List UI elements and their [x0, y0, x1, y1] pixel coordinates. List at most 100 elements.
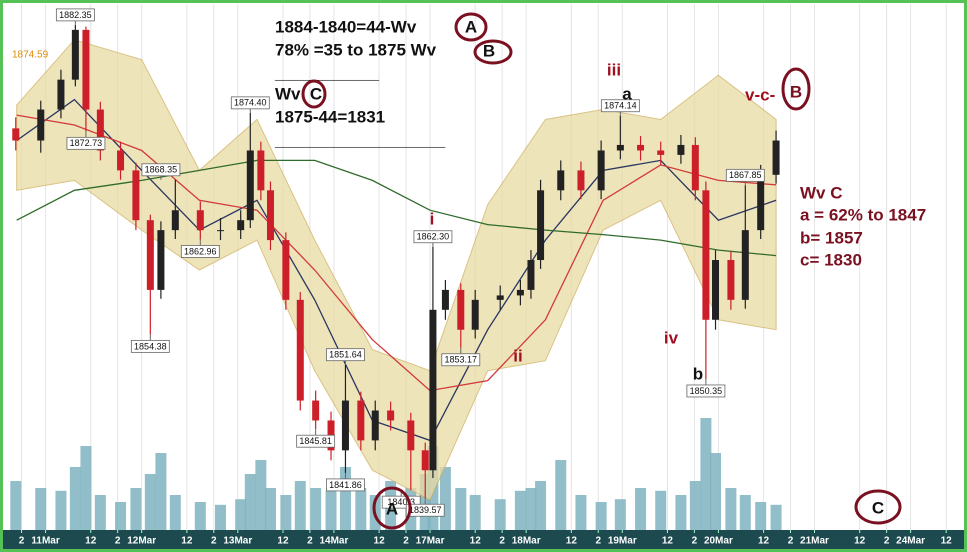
- x-tick-label: 21Mar: [800, 536, 829, 547]
- circle: [454, 12, 488, 42]
- x-tick-label: 2: [307, 536, 313, 547]
- candle-body: [82, 29, 90, 110]
- candle-body: [146, 220, 154, 290]
- x-tick-label: 19Mar: [608, 536, 637, 547]
- circle-label: B: [483, 41, 495, 60]
- price-label-box: [55, 8, 95, 22]
- moving-average: [16, 98, 777, 442]
- x-tick-label: 20Mar: [704, 536, 733, 547]
- wave-label: v-c-: [745, 85, 775, 104]
- volume-bar: [69, 467, 81, 530]
- candle-body: [772, 140, 780, 175]
- price-label-box: [441, 353, 481, 367]
- price-label-box: [686, 384, 726, 398]
- volume-bar: [194, 502, 206, 530]
- volume-bar: [10, 481, 22, 530]
- price-label-box: [600, 99, 640, 113]
- price-label: 1874.40: [234, 98, 267, 108]
- wave-label: ii: [513, 346, 522, 365]
- circle: [372, 486, 412, 530]
- candle-body: [741, 230, 749, 300]
- x-tick-label: 14Mar: [319, 536, 348, 547]
- candle-body: [296, 299, 304, 401]
- candle-body: [117, 150, 125, 171]
- wave-note: a = 62% to 1847: [800, 205, 926, 224]
- x-tick-label: 12: [854, 536, 866, 547]
- price-label: 1845.81: [299, 436, 332, 446]
- candle-body: [387, 410, 395, 421]
- moving-average: [16, 114, 777, 392]
- candle-body: [727, 260, 735, 300]
- x-tick-label: 2: [884, 536, 890, 547]
- circle: [473, 39, 513, 65]
- candle-body: [471, 299, 479, 330]
- candle-body: [257, 150, 265, 191]
- volume-bar: [614, 499, 626, 530]
- volume-bar: [525, 488, 537, 530]
- x-tick-label: 12: [470, 536, 482, 547]
- volume-bar: [689, 481, 701, 530]
- candle-body: [712, 260, 720, 320]
- candle-body: [341, 400, 349, 451]
- price-label-box: [130, 339, 170, 353]
- volume-bar: [700, 418, 712, 530]
- volume-bar: [144, 474, 156, 530]
- candle-body: [237, 220, 245, 231]
- circle-label: A: [465, 17, 477, 36]
- candle-body: [421, 450, 429, 471]
- candle-body: [616, 144, 624, 151]
- note: 78% =35 to 1875 Wv: [275, 40, 437, 59]
- volume-bar: [355, 488, 367, 530]
- x-tick-label: 2: [692, 536, 698, 547]
- volume-bar: [635, 488, 647, 530]
- candle-body: [171, 210, 179, 231]
- last-price-label: 1874.59: [12, 50, 49, 61]
- candle-body: [312, 400, 320, 421]
- volume-bar: [264, 488, 276, 530]
- wave-label: a: [622, 84, 632, 103]
- x-axis: 2 11Mar 12 2 12Mar 12 2 13Mar 12 2 14Mar 12 2 17Mar 12…: [19, 530, 952, 547]
- wave-note: b= 1857: [800, 228, 863, 247]
- price-label-box: [141, 163, 181, 177]
- price-label: 1840.3: [387, 497, 415, 507]
- volume-bar: [169, 495, 181, 530]
- price-label-box: [230, 96, 270, 110]
- volume-bar: [710, 453, 722, 530]
- candle-body: [246, 150, 254, 221]
- volume-bar: [725, 488, 737, 530]
- volume-bar: [244, 474, 256, 530]
- candle-body: [516, 289, 524, 296]
- volume-bar: [494, 499, 506, 530]
- plot: 1882.35 1872.73 1868.35 1862.96 1854.38 1874.…: [10, 4, 947, 530]
- volume-bar: [214, 504, 226, 530]
- wave-label: iv: [664, 328, 679, 347]
- candle-body: [429, 309, 437, 471]
- x-tick-label: 12: [85, 536, 97, 547]
- volume-bar: [155, 453, 167, 530]
- candle-body: [457, 289, 465, 330]
- volume-bar: [55, 490, 67, 530]
- note: Wv: [275, 84, 301, 103]
- price-label-box: [405, 503, 445, 517]
- circle-label: C: [872, 498, 884, 517]
- volume-bar: [294, 481, 306, 530]
- candle-body: [527, 260, 535, 290]
- candle-body: [357, 400, 365, 441]
- volume-bar: [455, 488, 467, 530]
- volume-bar: [325, 490, 337, 530]
- volume-bar: [555, 460, 567, 530]
- volume-bar: [675, 495, 687, 530]
- band-area: [16, 39, 777, 501]
- volume-bar: [514, 490, 526, 530]
- candle-body: [757, 174, 765, 231]
- price-label-box: [180, 245, 220, 258]
- wave-note: c= 1830: [800, 250, 862, 269]
- candle-body: [71, 29, 79, 80]
- x-tick-label: 12: [758, 536, 770, 547]
- notes: 1884-1840=44-Wv 78% =35 to 1875 Wv _____…: [274, 12, 926, 530]
- price-label: 1862.30: [417, 232, 450, 242]
- price-label: 1841.86: [329, 480, 362, 490]
- x-tick-label: 2: [595, 536, 601, 547]
- note: __________________: [274, 130, 446, 149]
